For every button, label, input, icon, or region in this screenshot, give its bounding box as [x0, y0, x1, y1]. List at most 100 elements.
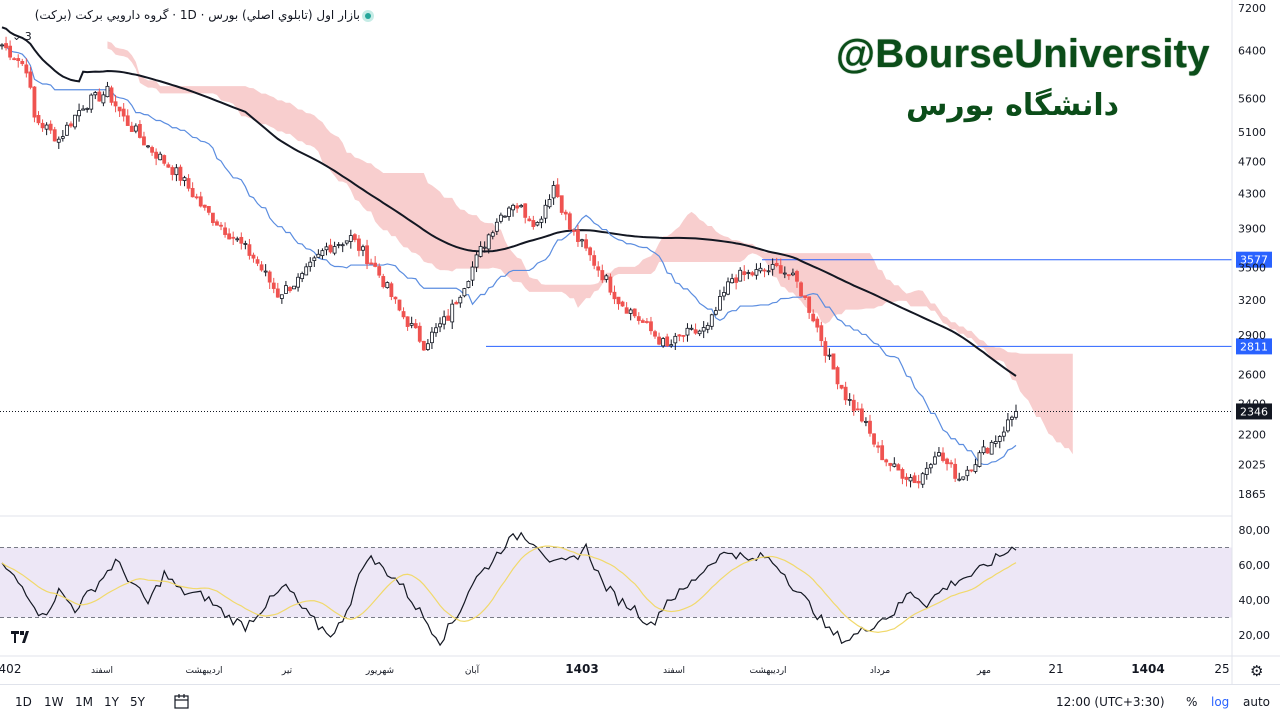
candle-body — [985, 447, 990, 454]
market-status-icon — [362, 10, 374, 22]
watermark-handle: @BourseUniversity — [836, 32, 1210, 76]
candle-body — [486, 234, 491, 250]
candle-body — [417, 325, 422, 342]
candle-body — [758, 267, 763, 272]
settings-gear-icon[interactable]: ⚙ — [1250, 662, 1264, 680]
candle-body — [701, 327, 706, 332]
timeframe-1y-button[interactable]: 1Y — [104, 695, 119, 709]
candle-body — [182, 177, 187, 181]
candle-body — [880, 445, 885, 461]
candle-body — [231, 236, 236, 239]
rsi-tick-label: 20,00 — [1239, 629, 1271, 642]
candle-body — [247, 244, 252, 256]
candle-body — [912, 475, 917, 484]
kijun-line — [1, 44, 1017, 466]
candle-body — [645, 321, 649, 323]
timeframe-1w-button[interactable]: 1W — [44, 695, 64, 709]
log-scale-button[interactable]: log — [1211, 695, 1230, 709]
candle-body — [612, 291, 617, 300]
candle-body — [859, 408, 864, 422]
price-tick-label: 3900 — [1238, 223, 1266, 236]
candle-body — [494, 221, 499, 232]
candle-body — [547, 199, 552, 208]
time-tick-label: 21 — [1048, 662, 1063, 676]
candle-body — [677, 334, 682, 337]
price-tick-label: 6400 — [1238, 44, 1266, 57]
candle-body — [24, 64, 29, 74]
candle-body — [969, 469, 974, 472]
candle-body — [434, 327, 438, 334]
last-price-label: 2346 — [1240, 405, 1268, 418]
candle-body — [827, 354, 832, 357]
candle-body — [904, 476, 909, 480]
candle-body — [458, 296, 463, 304]
candle-body — [77, 110, 81, 117]
price-tick-label: 3500 — [1238, 262, 1266, 275]
candle-body — [263, 270, 268, 273]
candle-body — [377, 266, 382, 276]
candle-body — [782, 272, 787, 275]
candle-body — [170, 167, 175, 175]
candle-body — [401, 311, 406, 318]
tradingview-logo-icon[interactable] — [11, 631, 33, 643]
candle-body — [97, 91, 102, 102]
candle-body — [227, 233, 232, 240]
candle-body — [292, 285, 296, 290]
candle-body — [397, 299, 402, 311]
candle-body — [665, 336, 670, 347]
candle-body — [16, 58, 21, 61]
candle-body — [255, 259, 260, 264]
candle-body — [450, 303, 455, 323]
candle-body — [685, 327, 690, 336]
candle-body — [868, 420, 872, 434]
candle-body — [56, 138, 61, 143]
candle-body — [896, 464, 901, 471]
candle-body — [1001, 431, 1006, 437]
candle-body — [60, 136, 65, 139]
candle-body — [202, 204, 207, 208]
candle-body — [632, 308, 637, 317]
symbol-title[interactable]: بازار اول (تابلوي اصلي) بورس · 1D · گروه… — [34, 8, 360, 22]
candle-body — [932, 456, 937, 465]
candle-body — [872, 433, 876, 445]
chart-canvas[interactable]: 3577 2811 2346 80,00 60,00 40,00 20,00 7200 64… — [0, 0, 1280, 684]
candle-body — [957, 478, 962, 481]
date-range-icon[interactable] — [173, 694, 191, 710]
candle-body — [778, 265, 783, 274]
candle-body — [876, 445, 880, 448]
legend-toggle-button[interactable]: ⌄ 3 — [12, 30, 32, 43]
candle-body — [178, 166, 183, 181]
candle-body — [734, 277, 739, 283]
candle-body — [470, 266, 475, 281]
candle-body — [620, 301, 625, 307]
candle-body — [600, 270, 605, 281]
time-tick-label: ارديبهشت — [749, 666, 786, 676]
percent-scale-button[interactable]: % — [1186, 695, 1198, 709]
rsi-tick-label: 60,00 — [1239, 559, 1271, 572]
ma-line — [1, 26, 1017, 377]
candle-body — [551, 185, 556, 199]
candle-body — [945, 458, 949, 465]
candle-body — [251, 254, 256, 259]
candle-body — [608, 276, 613, 293]
timeframe-5y-button[interactable]: 5Y — [130, 695, 145, 709]
candle-body — [304, 266, 309, 276]
candle-body — [843, 386, 848, 401]
timezone-button[interactable]: 12:00 (UTC+3:30) — [1056, 695, 1165, 709]
candle-body — [279, 294, 284, 299]
candle-body — [198, 196, 203, 207]
candle-body — [125, 115, 130, 126]
candle-body — [235, 238, 240, 241]
timeframe-1m-button[interactable]: 1M — [75, 695, 93, 709]
time-tick-label: اسفند — [91, 666, 113, 676]
candle-body — [243, 243, 248, 245]
watermark-persian: دانشگاه بورس — [906, 88, 1120, 123]
timeframe-1d-button[interactable]: 1D — [15, 695, 32, 709]
candle-body — [438, 323, 442, 328]
auto-scale-button[interactable]: auto — [1243, 695, 1271, 709]
candle-body — [466, 280, 471, 288]
candle-body — [223, 227, 227, 235]
candle-body — [64, 124, 69, 136]
candle-body — [8, 45, 13, 58]
